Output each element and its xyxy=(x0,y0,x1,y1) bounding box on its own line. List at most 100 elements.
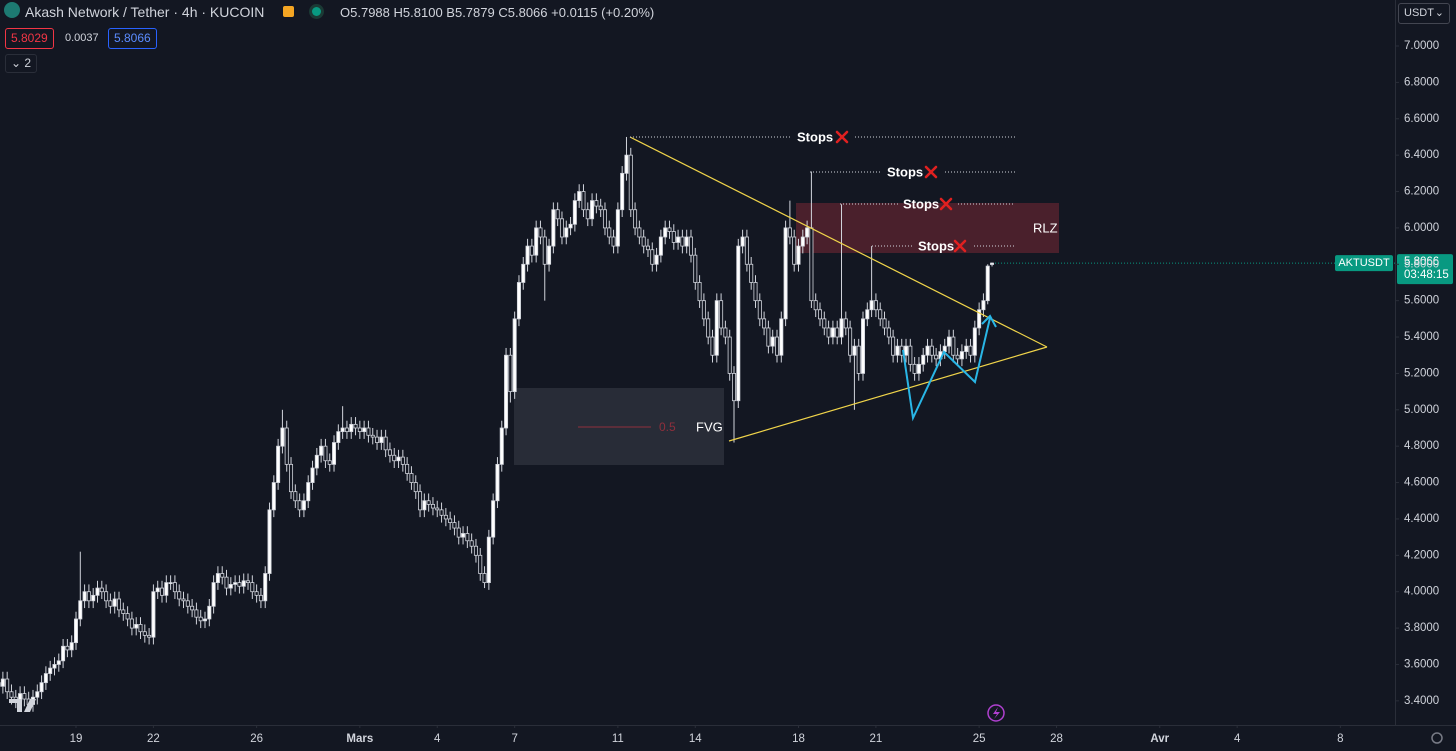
candle-body xyxy=(263,573,268,602)
candle-body xyxy=(839,318,844,338)
candle-body xyxy=(585,209,590,220)
candle-body xyxy=(904,345,909,356)
candle-body xyxy=(921,354,926,365)
y-tick-label: 5.8000 xyxy=(1404,258,1439,270)
candle-body xyxy=(577,191,582,202)
candle-body xyxy=(547,245,552,265)
candle-body xyxy=(108,600,113,607)
candle-body xyxy=(633,209,638,229)
y-tick-label: 7.0000 xyxy=(1404,40,1439,52)
fib-label: 0.5 xyxy=(659,420,676,434)
y-tick-label: 6.2000 xyxy=(1404,186,1439,198)
candle-body xyxy=(276,445,281,483)
candle-body xyxy=(78,600,83,620)
candle-body xyxy=(727,336,732,374)
candle-body xyxy=(607,227,612,238)
candle-body xyxy=(499,427,504,465)
y-tick-label: 4.2000 xyxy=(1404,549,1439,561)
indicators-toggle[interactable]: ⌄ 2 xyxy=(5,54,38,73)
stops-marks xyxy=(835,130,967,253)
candle-body xyxy=(349,423,354,433)
candle-body xyxy=(779,318,784,356)
candle-body xyxy=(710,336,715,356)
currency-select[interactable]: USDT ⌄ xyxy=(1398,3,1450,24)
candle-body xyxy=(426,500,431,505)
logo xyxy=(9,699,36,712)
candle-body xyxy=(641,236,646,247)
candle-body xyxy=(792,236,797,265)
candle-body xyxy=(129,618,134,629)
pattern-arrow xyxy=(981,314,997,328)
symbol-title[interactable]: Akash Network / Tether · 4h · KUCOIN xyxy=(25,4,265,20)
candle-body xyxy=(753,282,758,302)
x-tick-label: 22 xyxy=(147,733,160,745)
candle-body xyxy=(400,456,405,465)
candle-body xyxy=(590,200,595,220)
candle-body xyxy=(740,236,745,247)
x-tick-label: 11 xyxy=(612,733,624,745)
candle-body xyxy=(693,254,698,283)
currency: USDT xyxy=(1404,7,1434,19)
indicators-count: 2 xyxy=(24,56,32,70)
candle-body xyxy=(366,427,371,436)
candle-body xyxy=(774,336,779,356)
candle-body xyxy=(405,463,410,474)
rlz-zone xyxy=(796,203,1059,253)
zone-label: RLZ xyxy=(1033,220,1058,235)
candle-body xyxy=(865,309,870,320)
candle-body xyxy=(822,318,827,329)
candle-body xyxy=(934,354,939,360)
alert-icon[interactable] xyxy=(987,704,1005,722)
candle-body xyxy=(538,227,543,238)
candle-body xyxy=(766,327,771,347)
candle-body xyxy=(654,254,659,265)
candle-body xyxy=(284,427,289,465)
candle-body xyxy=(697,282,702,302)
candle-body xyxy=(955,354,960,360)
candle-body xyxy=(891,336,896,356)
candle-body xyxy=(929,345,934,356)
x-tick-label: 4 xyxy=(434,733,441,745)
candle-body xyxy=(73,618,78,644)
candle-body xyxy=(254,591,259,596)
y-tick-label: 3.4000 xyxy=(1404,695,1439,707)
candle-body xyxy=(332,442,337,465)
candle-body xyxy=(723,327,728,338)
settings-icon[interactable] xyxy=(1431,732,1443,744)
candle-body xyxy=(220,573,225,578)
market-status xyxy=(312,7,321,16)
y-tick-label: 5.2000 xyxy=(1404,367,1439,379)
alert-icon-bolt xyxy=(993,707,1000,719)
candle-body xyxy=(9,691,14,698)
candle-body xyxy=(215,573,220,584)
symbol-tag: AKTUSDT xyxy=(1338,257,1390,269)
candle-body xyxy=(977,309,982,329)
candle-body xyxy=(581,191,586,211)
candle-body xyxy=(383,436,388,451)
candle-body xyxy=(551,209,556,247)
candle-body xyxy=(964,345,969,352)
candle-body xyxy=(86,591,91,602)
candle-body xyxy=(301,500,306,511)
spread: 0.0037 xyxy=(65,32,99,44)
candle-body xyxy=(465,533,470,542)
candle-body xyxy=(947,336,952,347)
candle-body xyxy=(602,209,607,229)
candle-body xyxy=(714,300,719,356)
candle-body xyxy=(203,618,208,622)
buy-button[interactable]: 5.8066 xyxy=(108,28,157,49)
sell-button[interactable]: 5.8029 xyxy=(5,28,54,49)
stops-lines xyxy=(630,136,1015,247)
candle-body xyxy=(409,473,414,483)
y-tick-label: 4.8000 xyxy=(1404,440,1439,452)
y-tick-label: 3.6000 xyxy=(1404,658,1439,670)
candle-body xyxy=(271,482,276,511)
candle-body xyxy=(916,363,921,374)
candle-body xyxy=(172,582,177,593)
candle-body xyxy=(456,527,461,538)
price-tag-value: 5.8066 xyxy=(1404,256,1439,268)
candle-body xyxy=(39,682,44,693)
y-tick-label: 5.6000 xyxy=(1404,295,1439,307)
candle-body xyxy=(99,587,104,593)
x-tick-label: 19 xyxy=(70,733,83,745)
